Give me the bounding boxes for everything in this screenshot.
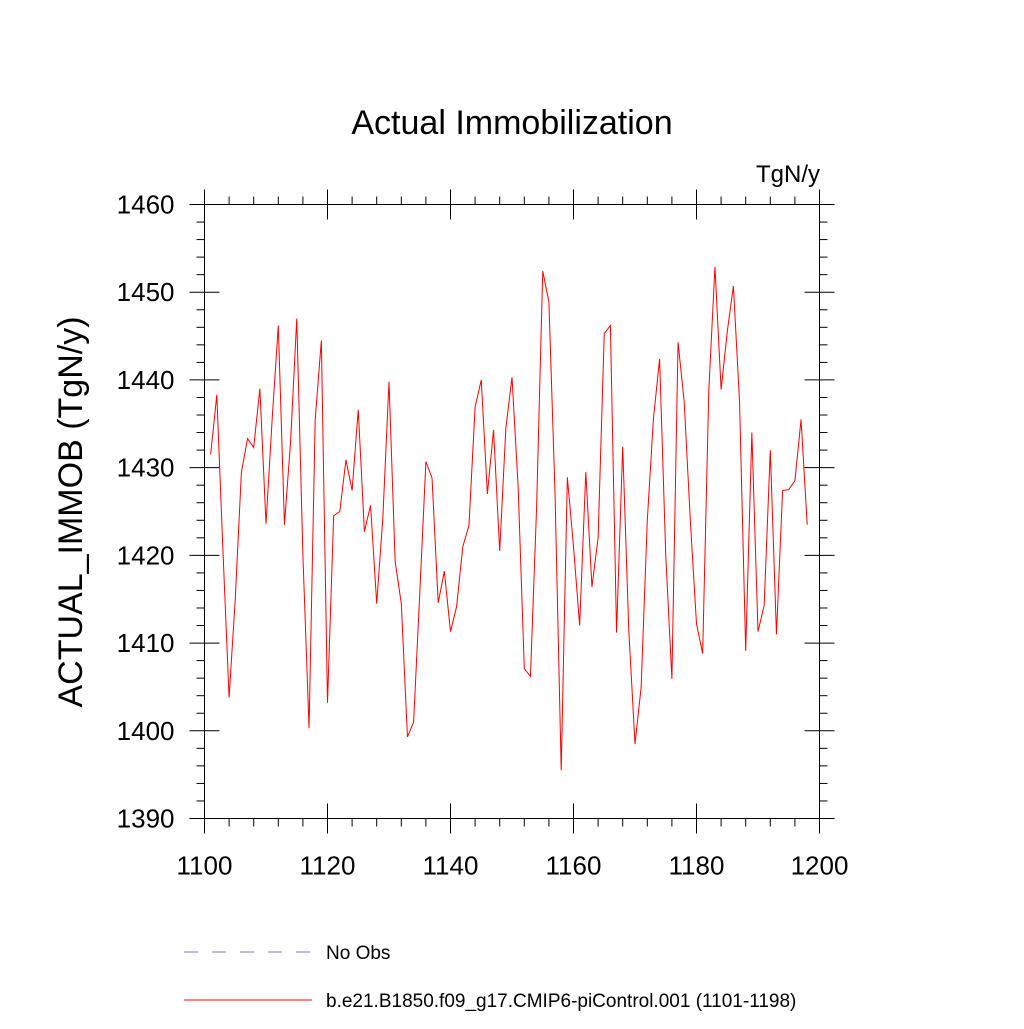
x-tick-label: 1200 <box>791 851 849 881</box>
y-tick-label: 1440 <box>117 365 175 395</box>
x-tick-label: 1120 <box>300 851 356 881</box>
x-axis-ticks: 1100 1120 1140 1160 1180 1200 <box>177 189 849 881</box>
x-tick-label: 1160 <box>546 851 602 881</box>
y-tick-label: 1420 <box>117 540 175 570</box>
x-tick-label: 1100 <box>177 851 233 881</box>
y-axis-ticks: 1390 1400 1410 1420 1430 1440 1450 1460 <box>117 190 835 834</box>
legend: No Obs b.e21.B1850.f09_g17.CMIP6-piContro… <box>184 943 796 1012</box>
series-line <box>210 266 808 771</box>
y-tick-label: 1450 <box>117 277 175 307</box>
y-tick-label: 1430 <box>117 453 175 483</box>
y-tick-label: 1460 <box>117 190 175 220</box>
x-tick-label: 1140 <box>423 851 479 881</box>
units-label: TgN/y <box>756 161 820 188</box>
legend-label: b.e21.B1850.f09_g17.CMIP6-piControl.001 … <box>326 991 796 1012</box>
chart-title: Actual Immobilization <box>351 104 672 142</box>
x-tick-label: 1180 <box>669 851 725 881</box>
series-group <box>210 266 808 771</box>
legend-label: No Obs <box>326 943 390 964</box>
y-tick-label: 1400 <box>117 716 175 746</box>
y-tick-label: 1410 <box>117 628 175 658</box>
y-tick-label: 1390 <box>117 804 175 834</box>
plot-frame <box>204 204 820 819</box>
y-axis-label: ACTUAL_IMMOB (TgN/y) <box>52 316 90 707</box>
